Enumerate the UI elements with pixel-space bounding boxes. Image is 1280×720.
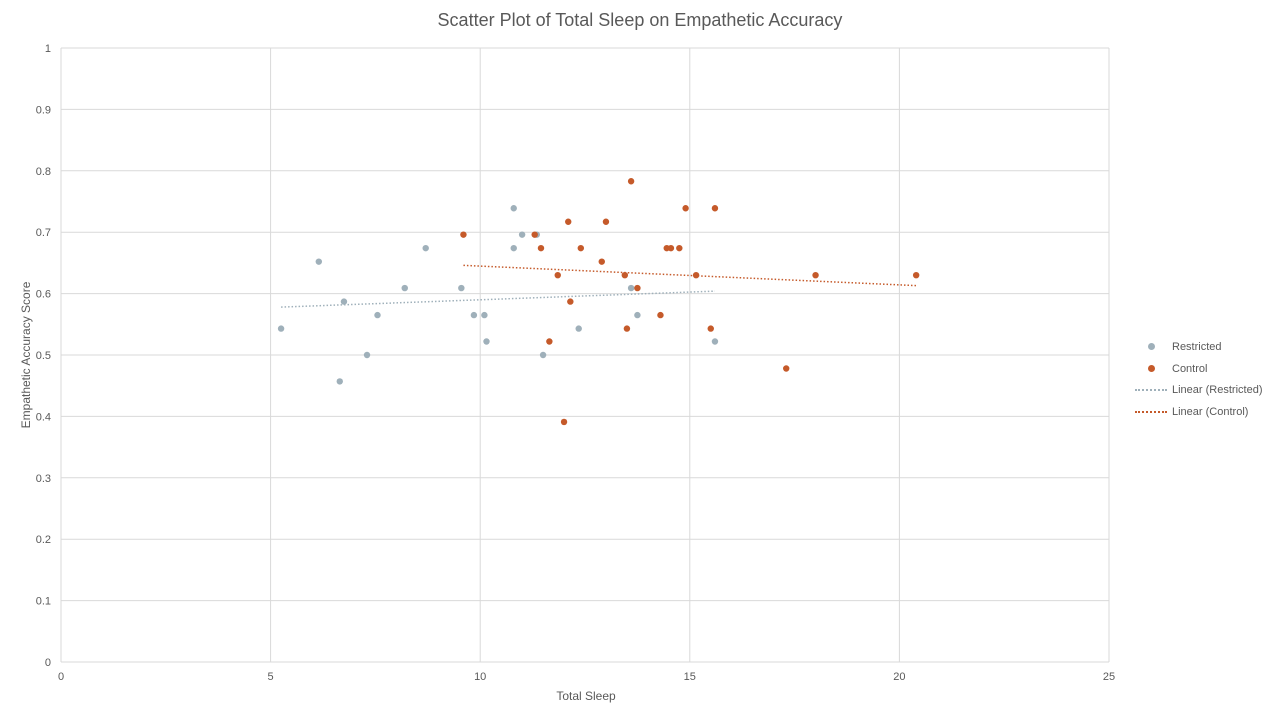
trendlines-layer — [281, 264, 917, 308]
x-tick-label: 0 — [58, 671, 64, 683]
x-tick-label: 25 — [1103, 671, 1115, 683]
data-point-control — [667, 244, 675, 252]
data-point-restricted — [363, 351, 371, 359]
data-point-control — [711, 205, 719, 212]
restricted-dot-icon — [1147, 343, 1155, 351]
y-tick-label: 0.8 — [36, 166, 51, 178]
y-tick-label: 0.7 — [36, 227, 51, 239]
data-point-restricted — [458, 284, 465, 292]
x-tick-label: 5 — [268, 671, 274, 683]
data-point-control — [531, 231, 538, 238]
data-point-control — [657, 311, 664, 319]
dotted-line-icon — [1135, 389, 1167, 392]
data-point-control — [676, 244, 683, 252]
data-point-control — [707, 325, 714, 332]
legend-label-linear-control: Linear (Control) — [1172, 405, 1249, 418]
tick-labels: 0 5 10 15 20 25 0 0.1 0.2 0.3 0.4 0.5 0.6 0.7 0.8 0.9 1 — [36, 43, 1115, 683]
x-tick-label: 20 — [893, 671, 905, 683]
legend-marker-linear-restricted — [1134, 384, 1168, 396]
data-point-control — [565, 218, 572, 225]
control-dot-icon — [1147, 365, 1155, 373]
data-point-control — [567, 298, 574, 305]
data-point-restricted — [510, 205, 517, 212]
data-point-control — [627, 178, 635, 185]
data-point-restricted — [340, 298, 348, 305]
y-tick-label: 0.3 — [36, 473, 51, 485]
trendline-restricted — [281, 290, 715, 308]
data-point-restricted — [627, 284, 635, 292]
y-tick-label: 0.5 — [36, 350, 51, 362]
data-point-restricted — [539, 351, 547, 359]
data-point-restricted — [422, 244, 429, 252]
y-axis-title: Empathetic Accuracy Score — [19, 281, 33, 428]
data-point-restricted — [374, 311, 381, 319]
data-point-restricted — [711, 338, 719, 345]
data-point-control — [812, 271, 819, 279]
data-point-restricted — [483, 338, 490, 345]
data-point-restricted — [634, 311, 641, 319]
data-point-restricted — [401, 284, 408, 292]
data-point-control — [692, 271, 700, 279]
y-tick-label: 0.6 — [36, 289, 51, 301]
y-tick-label: 0.1 — [36, 596, 51, 608]
legend-label-control: Control — [1172, 362, 1208, 375]
data-point-restricted — [575, 325, 582, 332]
legend-label-restricted: Restricted — [1172, 340, 1222, 353]
data-point-restricted — [336, 378, 343, 385]
data-point-restricted — [510, 244, 517, 252]
legend-item-linear-restricted: Linear (Restricted) — [1134, 379, 1280, 401]
legend-marker-linear-control — [1134, 406, 1168, 418]
data-point-restricted — [481, 311, 488, 319]
x-axis-title: Total Sleep — [556, 689, 616, 703]
legend-item-linear-control: Linear (Control) — [1134, 401, 1280, 423]
data-point-restricted — [518, 231, 526, 238]
legend-marker-control — [1134, 363, 1168, 375]
x-tick-label: 10 — [474, 671, 486, 683]
legend: Restricted Control Linear (Restricted) L… — [1134, 336, 1280, 423]
dotted-line-icon — [1135, 410, 1167, 413]
legend-label-linear-restricted: Linear (Restricted) — [1172, 384, 1263, 397]
data-point-control — [460, 231, 467, 238]
points-layer — [277, 178, 920, 426]
y-tick-label: 0.2 — [36, 534, 51, 546]
data-point-control — [912, 271, 920, 279]
data-point-restricted — [315, 258, 323, 265]
grid-layer — [60, 47, 1110, 663]
y-tick-label: 0 — [45, 657, 51, 669]
data-point-control — [537, 244, 545, 252]
data-point-restricted — [277, 325, 285, 332]
data-point-control — [554, 271, 561, 279]
x-tick-label: 15 — [684, 671, 696, 683]
data-point-control — [577, 244, 585, 252]
legend-item-restricted: Restricted — [1134, 336, 1280, 358]
y-tick-label: 0.9 — [36, 104, 51, 116]
legend-marker-restricted — [1134, 341, 1168, 353]
data-point-control — [783, 365, 790, 372]
data-point-control — [682, 205, 689, 212]
data-point-control — [623, 325, 631, 332]
y-tick-label: 1 — [45, 43, 51, 55]
y-tick-label: 0.4 — [36, 411, 51, 423]
legend-item-control: Control — [1134, 358, 1280, 380]
chart-title: Scatter Plot of Total Sleep on Empatheti… — [437, 10, 843, 30]
data-point-control — [598, 258, 605, 265]
data-point-restricted — [470, 311, 478, 319]
data-point-control — [546, 338, 553, 345]
data-point-control — [634, 284, 641, 292]
data-point-control — [621, 271, 629, 279]
data-point-control — [560, 418, 568, 426]
data-point-control — [602, 218, 610, 225]
